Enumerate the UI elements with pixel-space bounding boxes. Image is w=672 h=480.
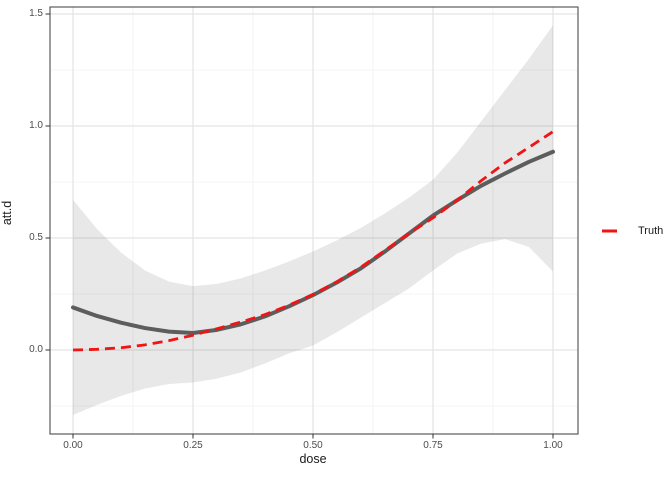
plot-panel — [50, 7, 578, 434]
confidence-ribbon — [73, 25, 553, 415]
truth-curve — [72, 130, 554, 352]
y-tick-label: 1.0 — [29, 120, 43, 131]
x-tick-label: 0.75 — [423, 440, 443, 451]
legend-label: Truth — [638, 225, 664, 237]
y-tick-label: 1.5 — [29, 8, 43, 19]
legend: Truth — [602, 224, 663, 238]
x-axis-title: dose — [299, 452, 327, 466]
y-tick-label: 0.0 — [29, 344, 43, 355]
legend-key-dash-icon — [602, 229, 617, 233]
x-tick-label: 1.00 — [543, 440, 563, 451]
y-tick-label: 0.5 — [29, 232, 43, 243]
axis-tick-marks — [45, 13, 554, 439]
x-tick-label: 0.00 — [63, 440, 83, 451]
panel-border — [49, 6, 579, 435]
x-tick-label: 0.50 — [303, 440, 323, 451]
y-axis-title: att.d — [0, 200, 14, 226]
gridlines — [50, 7, 578, 434]
x-tick-label: 0.25 — [183, 440, 203, 451]
